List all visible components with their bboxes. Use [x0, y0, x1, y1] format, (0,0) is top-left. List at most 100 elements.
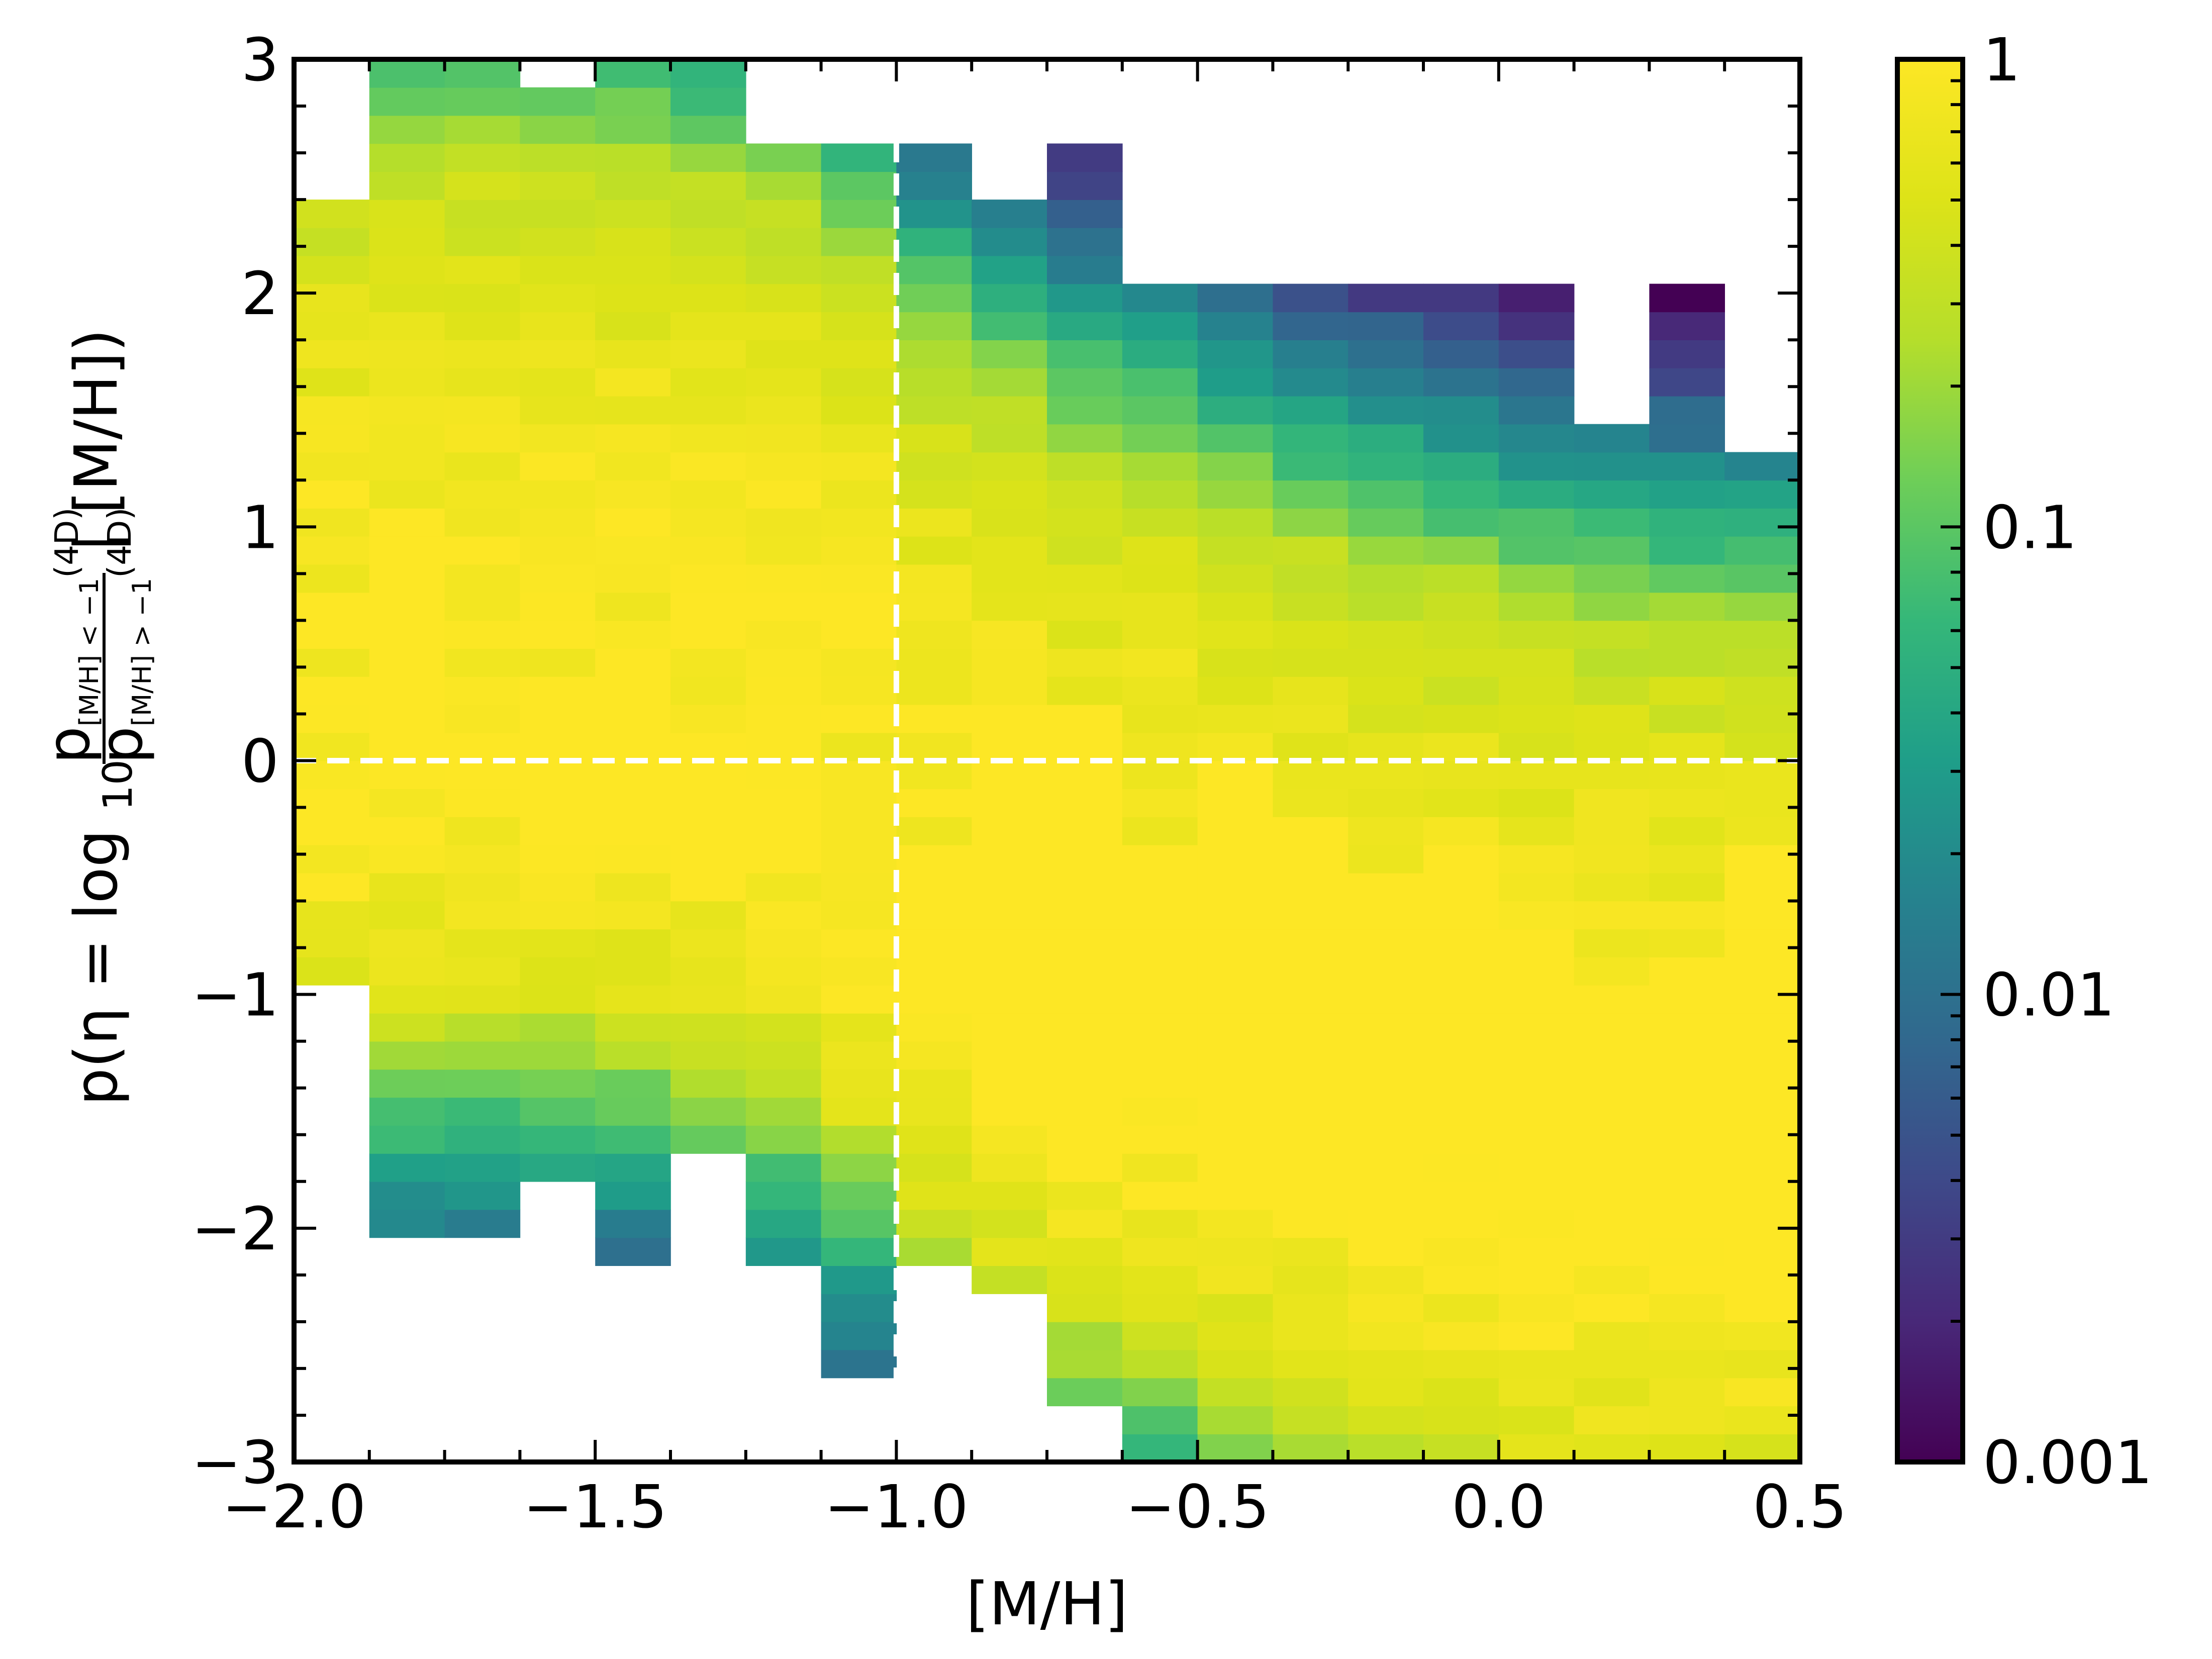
heatmap-cell: [595, 564, 671, 593]
heatmap-cell: [972, 957, 1047, 986]
heatmap-cells: [294, 59, 1800, 1462]
heatmap-cell: [1574, 1041, 1650, 1070]
y-axis-label: p(η = log 10 p[M/H] < −1(4D) p[M/H] > −1…: [34, 329, 157, 1106]
heatmap-cell: [1047, 340, 1123, 368]
heatmap-cell: [1122, 1041, 1198, 1070]
heatmap-cell: [1197, 1209, 1274, 1238]
heatmap-cell: [520, 312, 596, 340]
heatmap-cell: [294, 845, 370, 873]
heatmap-cell: [1574, 424, 1650, 453]
heatmap-cell: [369, 620, 445, 649]
heatmap-cell: [1498, 592, 1575, 621]
heatmap-cell: [1348, 957, 1424, 986]
heatmap-cell: [670, 396, 746, 425]
heatmap-cell: [972, 227, 1047, 256]
heatmap-cell: [1574, 1181, 1650, 1210]
heatmap-cell: [1498, 620, 1575, 649]
heatmap-cell: [520, 872, 596, 902]
heatmap-cell: [821, 480, 897, 509]
heatmap-cell: [1498, 1209, 1575, 1238]
x-axis-label: [M/H]: [966, 1569, 1128, 1638]
heatmap-cell: [369, 255, 445, 284]
heatmap-cell: [1197, 1406, 1274, 1434]
heatmap-cell: [745, 424, 822, 453]
heatmap-cell: [1273, 1069, 1349, 1098]
heatmap-cell: [972, 1237, 1047, 1266]
heatmap-cell: [745, 1237, 822, 1266]
heatmap-cell: [745, 200, 822, 228]
heatmap-cell: [1574, 985, 1650, 1014]
heatmap-cell: [670, 368, 746, 397]
heatmap-cell: [1423, 1349, 1499, 1379]
heatmap-cell: [1574, 872, 1650, 902]
heatmap-cell: [670, 143, 746, 172]
heatmap-cell: [1273, 732, 1349, 761]
heatmap-cell: [1348, 452, 1424, 481]
heatmap-cell: [444, 929, 521, 957]
heatmap-cell: [1649, 1265, 1725, 1294]
heatmap-cell: [1273, 845, 1349, 873]
heatmap-cell: [369, 1181, 445, 1210]
heatmap-cell: [595, 171, 671, 200]
heatmap-cell: [745, 396, 822, 425]
heatmap-cell: [1047, 732, 1123, 761]
heatmap-cell: [1649, 396, 1725, 425]
heatmap-cell: [1423, 508, 1499, 537]
heatmap-cell: [520, 368, 596, 397]
heatmap-cell: [595, 1153, 671, 1182]
heatmap-cell: [1273, 368, 1349, 397]
heatmap-cell: [1047, 424, 1123, 453]
heatmap-cell: [1197, 283, 1274, 313]
heatmap-cell: [444, 480, 521, 509]
heatmap-cell: [670, 255, 746, 284]
heatmap-cell: [1348, 396, 1424, 425]
heatmap-cell: [1348, 536, 1424, 565]
heatmap-cell: [1197, 872, 1274, 902]
y-tick-label: −2: [191, 1194, 279, 1263]
heatmap-cell: [294, 789, 370, 817]
heatmap-cell: [444, 115, 521, 144]
heatmap-cell: [1047, 620, 1123, 649]
heatmap-cell: [821, 283, 897, 313]
heatmap-cell: [670, 957, 746, 986]
heatmap-cell: [745, 1069, 822, 1098]
heatmap-cell: [1197, 929, 1274, 957]
heatmap-cell: [972, 817, 1047, 845]
heatmap-cell: [1574, 1294, 1650, 1322]
heatmap-cell: [1498, 340, 1575, 368]
heatmap-cell: [670, 760, 746, 790]
heatmap-cell: [369, 424, 445, 453]
heatmap-cell: [821, 1349, 897, 1379]
heatmap-cell: [369, 817, 445, 845]
heatmap-cell: [1348, 564, 1424, 593]
heatmap-cell: [595, 760, 671, 790]
heatmap-cell: [1574, 789, 1650, 817]
heatmap-cell: [745, 1209, 822, 1238]
heatmap-cell: [821, 1125, 897, 1154]
heatmap-cell: [1498, 1181, 1575, 1210]
heatmap-cell: [1047, 396, 1123, 425]
heatmap-cell: [1122, 648, 1198, 677]
heatmap-cell: [670, 200, 746, 228]
heatmap-cell: [1574, 508, 1650, 537]
heatmap-cell: [1574, 620, 1650, 649]
heatmap-cell: [1423, 957, 1499, 986]
heatmap-cell: [595, 59, 671, 88]
heatmap-cell: [745, 620, 822, 649]
heatmap-cell: [972, 200, 1047, 228]
heatmap-cell: [1348, 592, 1424, 621]
heatmap-cell: [1649, 1294, 1725, 1322]
heatmap-cell: [1047, 985, 1123, 1014]
heatmap-cell: [896, 732, 972, 761]
heatmap-cell: [1348, 1237, 1424, 1266]
heatmap-cell: [745, 480, 822, 509]
heatmap-cell: [896, 817, 972, 845]
heatmap-cell: [1197, 1294, 1274, 1322]
heatmap-cell: [520, 789, 596, 817]
heatmap-cell: [1273, 424, 1349, 453]
heatmap-cell: [1047, 1209, 1123, 1238]
heatmap-cell: [1122, 732, 1198, 761]
heatmap-cell: [670, 312, 746, 340]
heatmap-cell: [1047, 845, 1123, 873]
heatmap-cell: [1724, 1265, 1800, 1294]
